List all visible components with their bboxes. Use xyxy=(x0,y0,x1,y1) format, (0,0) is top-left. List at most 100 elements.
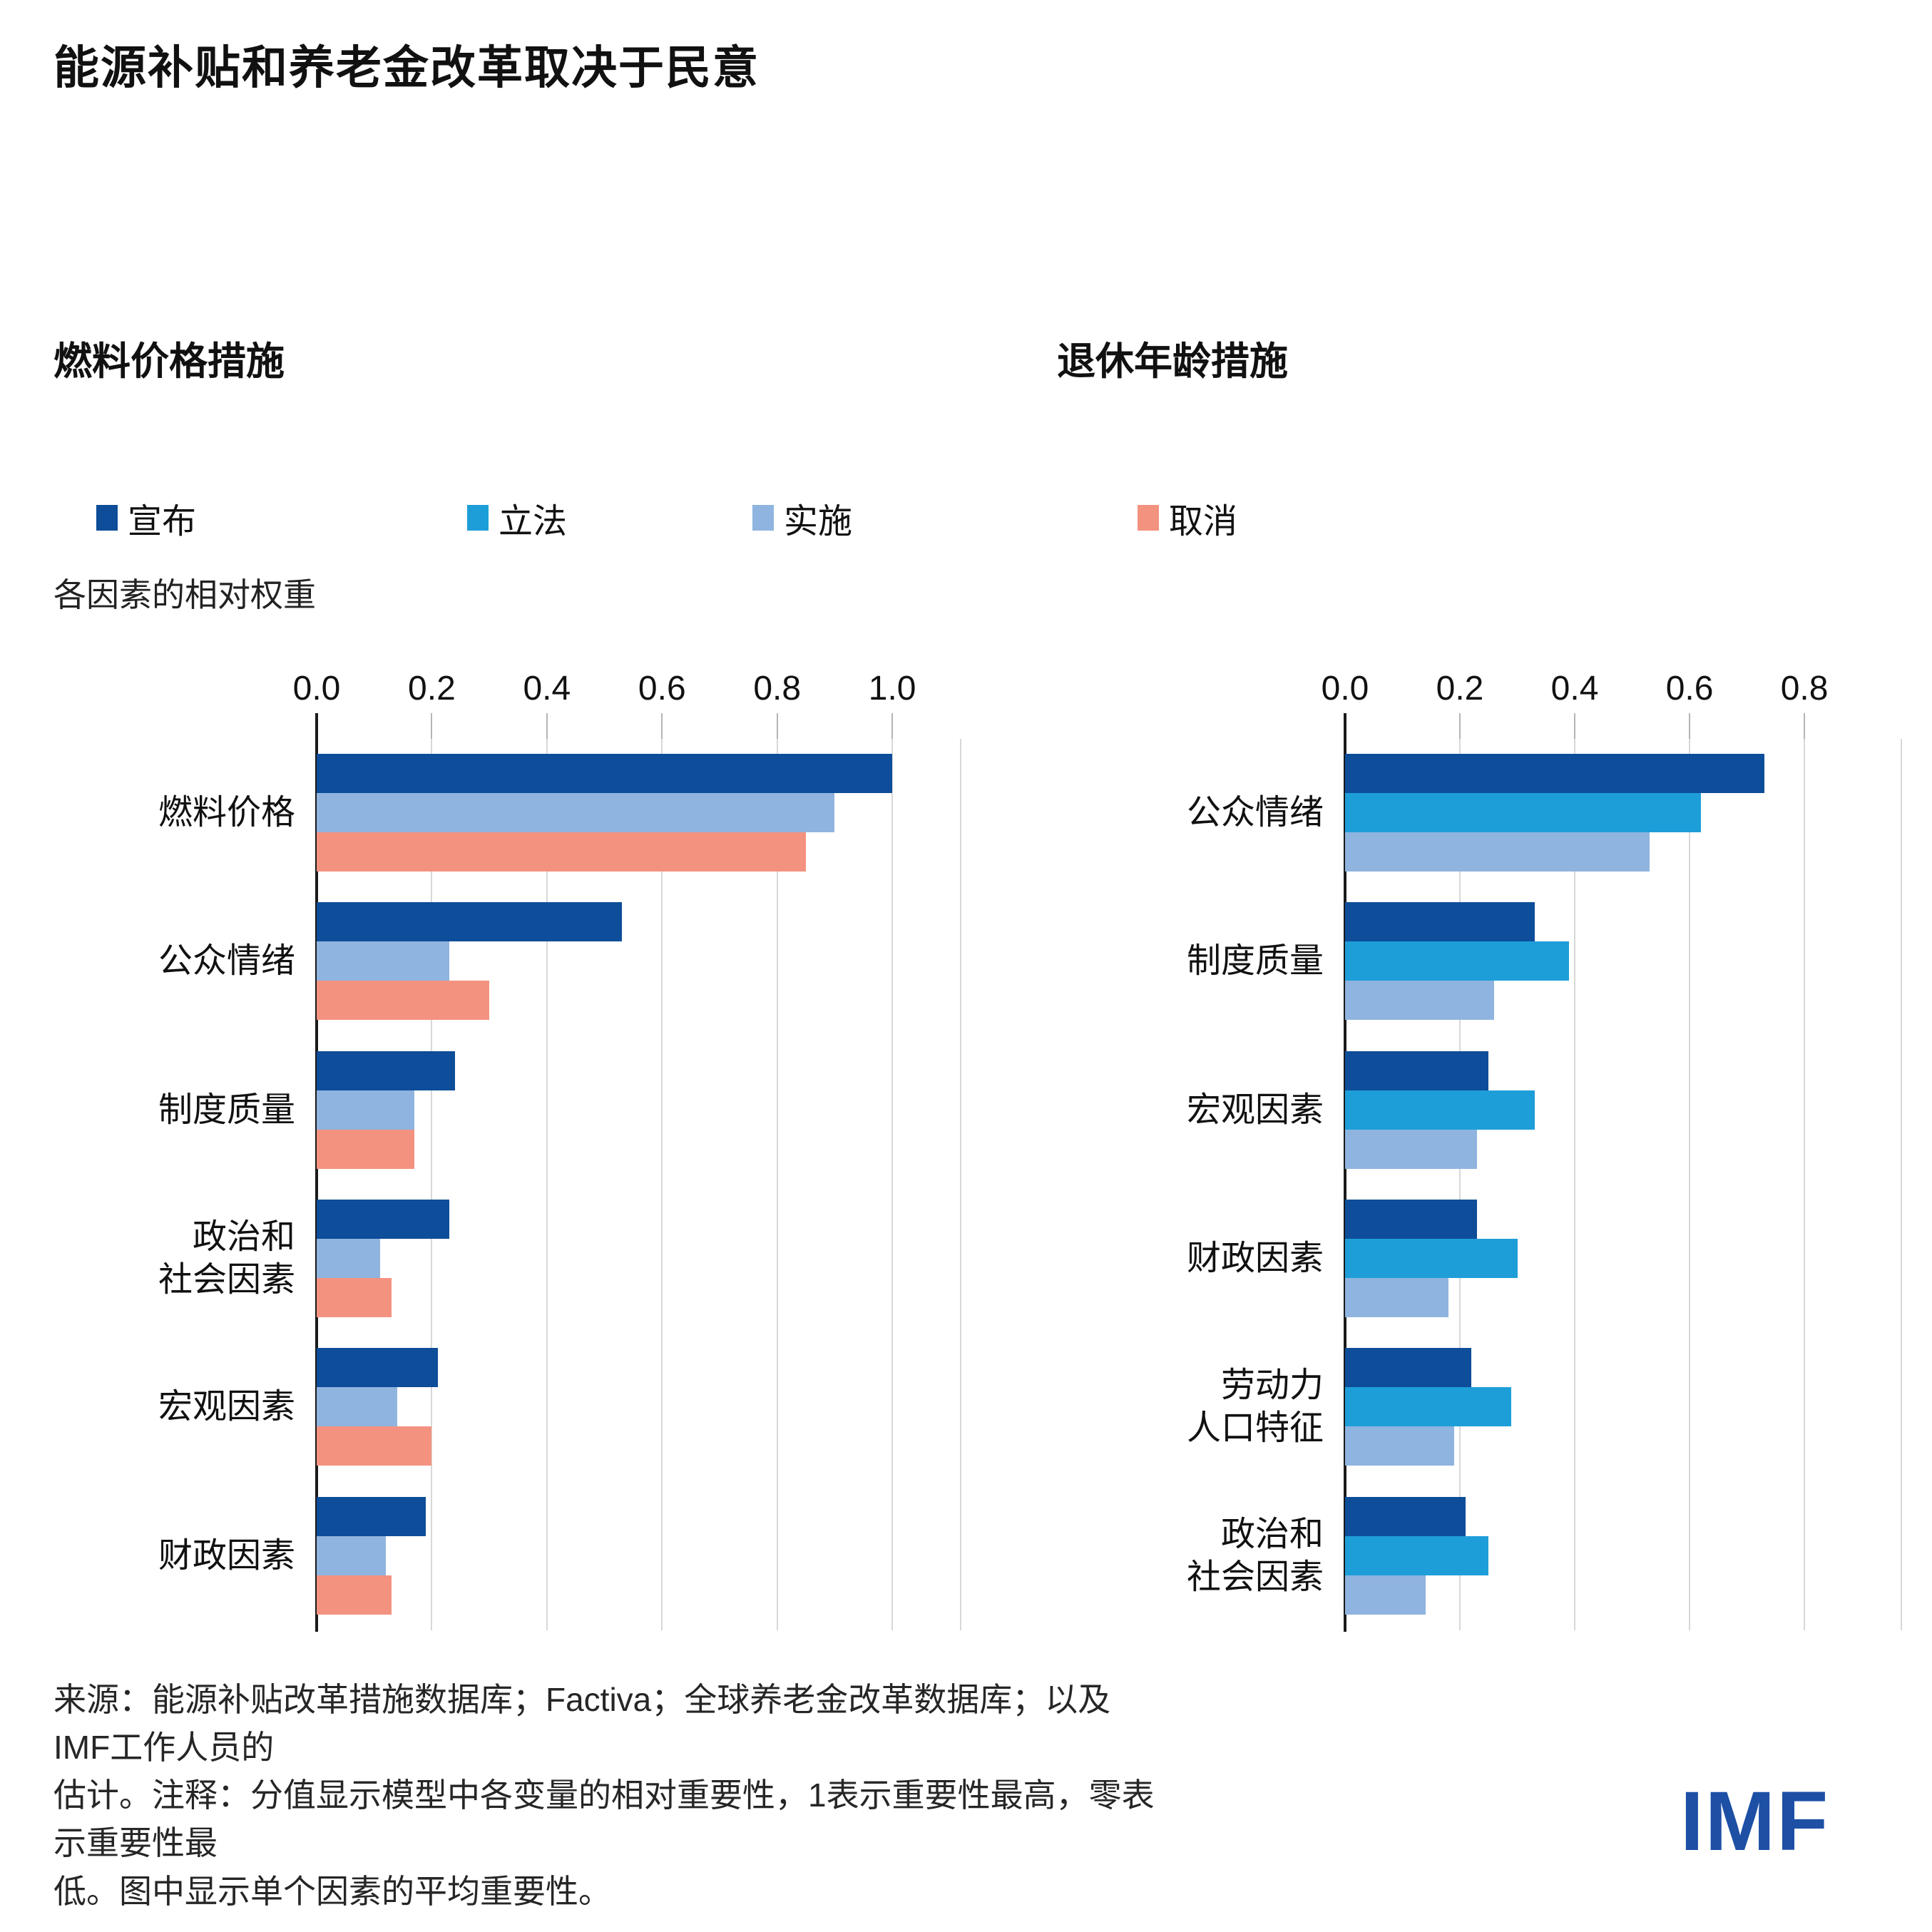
category-label: 制度质量 xyxy=(1186,942,1324,981)
axis-tick-mark xyxy=(776,713,778,739)
gridline xyxy=(1689,739,1691,1630)
plot-edge-gridline xyxy=(960,739,961,1630)
bar-cancelled xyxy=(317,1426,432,1466)
legend-label: 立法 xyxy=(499,503,568,541)
category-label: 公众情绪 xyxy=(158,942,295,981)
bar-cancelled xyxy=(317,1278,392,1317)
y-axis-line xyxy=(315,713,318,1632)
legislated-swatch-icon xyxy=(467,505,489,531)
category-label: 制度质量 xyxy=(158,1090,295,1129)
gridline xyxy=(661,739,663,1630)
gridline xyxy=(891,739,894,1630)
axis-tick-label: 0.8 xyxy=(753,670,802,707)
bar-legislated xyxy=(1345,1090,1535,1130)
axis-tick-label: 0.6 xyxy=(638,670,686,707)
axis-tick-mark xyxy=(1459,713,1461,739)
bar-cancelled xyxy=(317,1575,392,1615)
bar-implemented xyxy=(1345,832,1650,872)
axis-tick-label: 0.2 xyxy=(408,670,456,707)
bar-announced xyxy=(1345,1348,1472,1388)
bar-announced xyxy=(1345,1200,1478,1239)
category-label: 财政因素 xyxy=(1186,1240,1324,1278)
axis-tick-label: 0.4 xyxy=(1550,670,1599,707)
left-chart-subtitle: 燃料价格措施 xyxy=(53,340,285,383)
bar-announced xyxy=(1345,1051,1489,1090)
bar-announced xyxy=(317,1348,438,1388)
axis-tick-mark xyxy=(661,713,663,739)
bar-announced xyxy=(317,754,893,793)
bar-implemented xyxy=(317,1535,386,1575)
bar-announced xyxy=(1345,1496,1466,1536)
gridline xyxy=(1459,739,1461,1630)
axis-tick-mark xyxy=(1804,713,1806,739)
bar-legislated xyxy=(1345,941,1569,981)
bar-implemented xyxy=(1345,1278,1448,1317)
legend-label: 取消 xyxy=(1169,503,1238,541)
bar-legislated xyxy=(1345,1239,1518,1278)
bar-implemented xyxy=(317,1239,380,1278)
bar-legislated xyxy=(1345,1387,1512,1427)
bar-cancelled xyxy=(317,1129,415,1169)
axis-tick-mark xyxy=(891,713,894,739)
bar-announced xyxy=(1345,902,1535,942)
axis-tick-label: 0.0 xyxy=(292,670,341,707)
axis-tick-label: 0.8 xyxy=(1780,670,1829,707)
gridline xyxy=(1804,739,1806,1630)
implemented-swatch-icon xyxy=(752,505,774,531)
legend-item-cancelled: 取消 xyxy=(1138,495,1237,541)
category-label: 宏观因素 xyxy=(158,1388,295,1426)
legend-label: 实施 xyxy=(784,503,853,541)
category-label: 劳动力 人口特征 xyxy=(1186,1366,1324,1448)
gridline xyxy=(776,739,778,1630)
axis-tick-label: 0.2 xyxy=(1436,670,1484,707)
category-label: 公众情绪 xyxy=(1186,794,1324,832)
axis-tick-label: 1.0 xyxy=(868,670,916,707)
bar-announced xyxy=(1345,754,1764,793)
axis-tick-mark xyxy=(431,713,433,739)
bar-cancelled xyxy=(317,981,490,1021)
imf-logo: IMF xyxy=(1680,1774,1830,1869)
gridline xyxy=(431,739,433,1630)
axis-tick-label: 0.6 xyxy=(1665,670,1714,707)
bar-announced xyxy=(317,1496,426,1536)
bar-implemented xyxy=(317,1387,397,1427)
legend-item-legislated: 立法 xyxy=(467,495,567,541)
axis-tick-label: 0.0 xyxy=(1321,670,1369,707)
source-note: 来源：能源补贴改革措施数据库；Factiva；全球养老金改革数据库；以及IMF工… xyxy=(53,1681,1155,1910)
bar-implemented xyxy=(1345,1575,1426,1615)
category-label: 政治和 社会因素 xyxy=(158,1218,295,1299)
axis-units-note: 各因素的相对权重 xyxy=(53,576,316,613)
cancelled-swatch-icon xyxy=(1138,505,1159,531)
legend-label: 宣布 xyxy=(128,503,197,541)
plot-area xyxy=(317,739,961,1630)
bar-announced xyxy=(317,1200,449,1239)
plot-area xyxy=(1345,739,1902,1630)
axis-tick-mark xyxy=(546,713,548,739)
plot-edge-gridline xyxy=(1901,739,1902,1630)
figure-title: 能源补贴和养老金改革取决于民意 xyxy=(53,42,760,93)
category-label: 政治和 社会因素 xyxy=(1186,1515,1324,1596)
bar-legislated xyxy=(1345,1535,1489,1575)
right-chart-subtitle: 退休年龄措施 xyxy=(1057,340,1288,383)
category-label: 燃料价格 xyxy=(158,794,295,832)
axis-tick-mark xyxy=(1574,713,1576,739)
category-label: 宏观因素 xyxy=(1186,1090,1324,1129)
bar-cancelled xyxy=(317,832,807,872)
axis-tick-label: 0.4 xyxy=(523,670,571,707)
legend-item-announced: 宣布 xyxy=(96,495,196,541)
bar-implemented xyxy=(317,941,449,981)
y-axis-line xyxy=(1344,713,1346,1632)
bar-implemented xyxy=(317,793,835,832)
axis-tick-mark xyxy=(1689,713,1691,739)
bar-implemented xyxy=(1345,981,1495,1021)
gridline xyxy=(546,739,548,1630)
gridline xyxy=(1574,739,1576,1630)
announced-swatch-icon xyxy=(96,505,118,531)
legend-item-implemented: 实施 xyxy=(752,495,852,541)
bar-legislated xyxy=(1345,793,1702,832)
bar-implemented xyxy=(317,1090,415,1130)
bar-implemented xyxy=(1345,1426,1454,1466)
bar-announced xyxy=(317,1051,455,1090)
bar-implemented xyxy=(1345,1129,1478,1169)
